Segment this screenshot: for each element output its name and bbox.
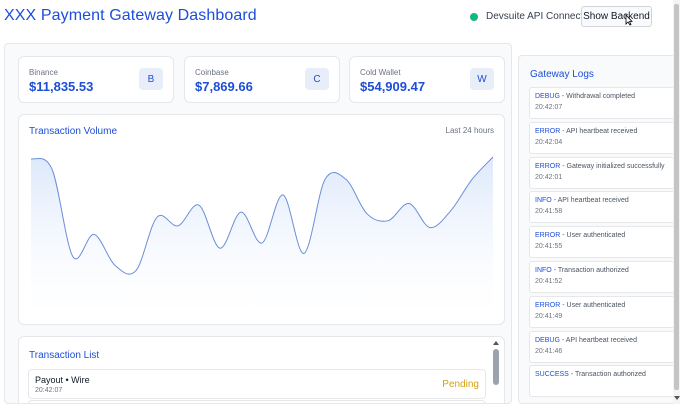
status-badge: Pending <box>442 379 479 390</box>
chart-area <box>31 157 493 317</box>
log-level: ERROR <box>535 301 561 309</box>
log-timestamp: 20:42:04 <box>535 138 563 146</box>
log-message: SUCCESS - Transaction authorized <box>535 371 646 378</box>
log-level: DEBUG <box>535 93 560 100</box>
log-level: ERROR <box>535 162 561 170</box>
stat-label: Cold Wallet <box>360 68 401 77</box>
scroll-up-icon[interactable] <box>493 341 499 345</box>
log-text: - API heartbeat received <box>553 197 629 205</box>
page-scroll-thumb[interactable] <box>674 4 679 390</box>
chart-title: Transaction Volume <box>29 126 118 137</box>
log-message: INFO - Transaction authorized <box>535 267 629 274</box>
scroll-down-icon[interactable] <box>674 396 680 400</box>
stat-value: $54,909.47 <box>360 79 426 94</box>
table-row[interactable]: Payout • Wire 20:42:07 Pending <box>28 369 486 399</box>
mouse-cursor-icon <box>625 14 633 26</box>
log-entry: INFO - Transaction authorized 20:41:52 <box>529 261 673 293</box>
stat-card-coinbase: Coinbase $7,869.66 C <box>184 56 340 103</box>
transaction-time: 20:42:07 <box>35 387 63 394</box>
gateway-logs-title: Gateway Logs <box>530 69 594 80</box>
log-message: INFO - API heartbeat received <box>535 197 629 204</box>
stat-label: Binance <box>29 68 58 77</box>
page-scrollbar[interactable] <box>673 0 680 404</box>
log-level: INFO <box>535 267 552 274</box>
stat-card-cold-wallet: Cold Wallet $54,909.47 W <box>349 56 505 103</box>
log-message: DEBUG - Withdrawal completed <box>535 93 635 100</box>
log-text: - API heartbeat received <box>561 336 637 344</box>
chart-range-label: Last 24 hours <box>445 126 494 135</box>
coinbase-badge-icon: C <box>305 68 329 90</box>
status-dot-icon <box>470 12 478 21</box>
binance-badge-icon: B <box>139 68 163 90</box>
transaction-list-scrollbar[interactable] <box>492 337 500 403</box>
transaction-volume-chart <box>31 156 493 317</box>
log-entry: SUCCESS - Transaction authorized <box>529 365 673 398</box>
wallet-badge-icon: W <box>470 68 494 90</box>
log-message: ERROR - User authenticated <box>535 302 625 309</box>
top-bar: XXX Payment Gateway Dashboard Devsuite A… <box>0 0 680 36</box>
api-status-text: Devsuite API Connected <box>486 11 595 22</box>
log-timestamp: 20:41:52 <box>535 278 563 285</box>
transaction-volume-card: Transaction Volume Last 24 hours <box>18 114 505 325</box>
log-text: - API heartbeat received <box>562 127 638 135</box>
log-text: - Transaction authorized <box>553 267 629 274</box>
show-backend-button[interactable]: Show Backend <box>581 6 652 27</box>
log-entry: ERROR - User authenticated 20:41:55 <box>529 226 673 259</box>
log-text: - Gateway initialized successfully <box>562 162 665 170</box>
log-level: DEBUG <box>535 336 560 344</box>
table-row[interactable] <box>28 400 486 403</box>
log-entry: ERROR - Gateway initialized successfully… <box>529 156 673 189</box>
log-level: SUCCESS <box>535 371 569 379</box>
transaction-list-card: Transaction List Payout • Wire 20:42:07 … <box>18 336 505 403</box>
stat-value: $11,835.53 <box>29 79 94 94</box>
scroll-thumb[interactable] <box>493 349 499 385</box>
log-entry: DEBUG - API heartbeat received 20:41:46 <box>529 330 673 363</box>
log-timestamp: 20:41:46 <box>535 347 563 355</box>
log-level: ERROR <box>535 232 561 240</box>
api-status: Devsuite API Connected <box>470 11 594 22</box>
transaction-name: Payout • Wire <box>35 375 90 385</box>
log-text: - Transaction authorized <box>570 371 646 379</box>
gateway-logs-panel: Gateway Logs DEBUG - Withdrawal complete… <box>518 55 673 404</box>
log-message: ERROR - User authenticated <box>535 232 625 239</box>
log-text: - User authenticated <box>562 232 626 240</box>
log-text: - User authenticated <box>562 301 626 309</box>
transaction-list-title: Transaction List <box>29 350 100 361</box>
main-panel: Binance $11,835.53 B Coinbase $7,869.66 … <box>4 43 512 404</box>
log-timestamp: 20:42:01 <box>535 173 563 181</box>
log-message: ERROR - Gateway initialized successfully <box>535 163 665 170</box>
log-timestamp: 20:42:07 <box>535 104 563 111</box>
log-timestamp: 20:41:58 <box>535 208 563 216</box>
log-timestamp: 20:41:55 <box>535 243 563 251</box>
chart-series-line <box>31 156 493 275</box>
log-level: INFO <box>535 197 552 205</box>
log-timestamp: 20:41:49 <box>535 312 563 320</box>
log-text: - Withdrawal completed <box>561 93 635 100</box>
log-entry: ERROR - API heartbeat received 20:42:04 <box>529 121 673 154</box>
log-entry: ERROR - User authenticated 20:41:49 <box>529 295 673 328</box>
stat-value: $7,869.66 <box>195 79 253 94</box>
log-message: DEBUG - API heartbeat received <box>535 337 637 344</box>
log-level: ERROR <box>535 127 561 135</box>
stat-card-binance: Binance $11,835.53 B <box>18 56 174 103</box>
stat-label: Coinbase <box>195 68 229 77</box>
log-message: ERROR - API heartbeat received <box>535 128 637 135</box>
page-title: XXX Payment Gateway Dashboard <box>4 7 257 24</box>
log-entry: DEBUG - Withdrawal completed 20:42:07 <box>529 87 673 119</box>
log-entry: INFO - API heartbeat received 20:41:58 <box>529 191 673 224</box>
